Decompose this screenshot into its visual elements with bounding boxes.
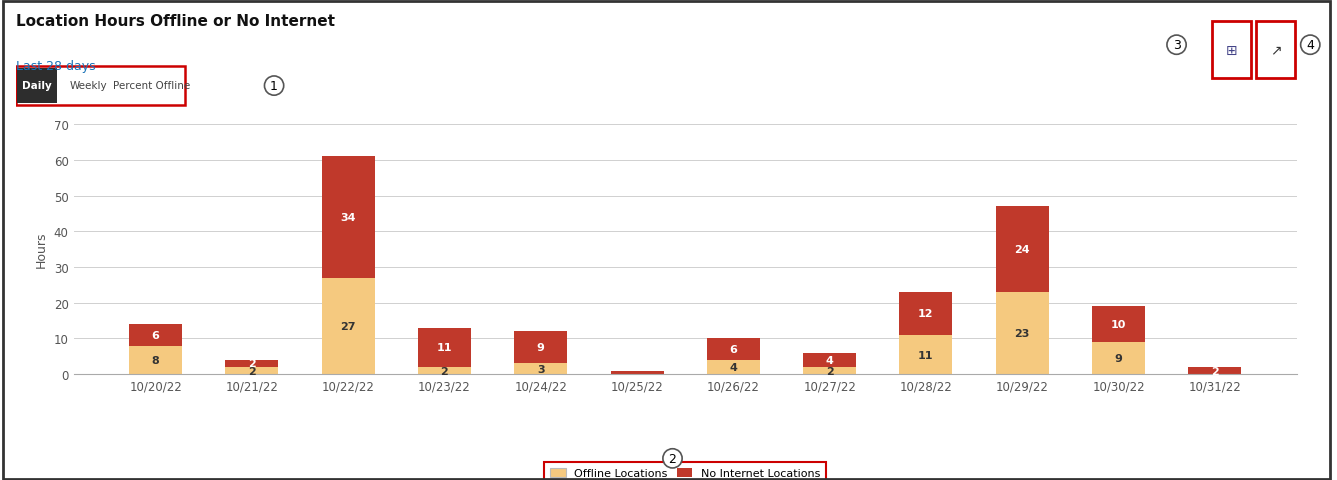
Y-axis label: Hours: Hours <box>35 231 48 268</box>
Bar <box>515 364 567 374</box>
Bar <box>515 332 567 364</box>
Bar <box>130 324 182 346</box>
Text: 23: 23 <box>1015 328 1029 338</box>
Text: 9: 9 <box>1115 353 1123 363</box>
Text: 2: 2 <box>668 452 677 465</box>
Text: 2: 2 <box>249 366 255 376</box>
Legend: Offline Locations, No Internet Locations: Offline Locations, No Internet Locations <box>544 462 826 480</box>
Text: 1: 1 <box>270 80 278 93</box>
Text: 10: 10 <box>1111 320 1126 329</box>
Text: 2: 2 <box>1211 366 1219 376</box>
Text: Daily: Daily <box>23 81 52 90</box>
Bar <box>707 360 759 374</box>
Bar <box>1189 367 1241 374</box>
Text: 11: 11 <box>919 350 933 360</box>
Text: 2: 2 <box>441 366 448 376</box>
Text: 4: 4 <box>826 355 833 365</box>
Bar <box>900 335 952 374</box>
Bar <box>322 278 374 374</box>
Text: 9: 9 <box>537 343 544 353</box>
Text: 8: 8 <box>151 355 159 365</box>
Text: 11: 11 <box>437 343 452 353</box>
Text: ⊞: ⊞ <box>1226 43 1237 58</box>
Text: Last 28 days: Last 28 days <box>16 60 96 73</box>
Text: 2: 2 <box>826 366 833 376</box>
Bar <box>996 207 1048 292</box>
Bar <box>900 292 952 335</box>
Text: 3: 3 <box>1173 39 1181 52</box>
FancyBboxPatch shape <box>1257 23 1294 78</box>
Text: 6: 6 <box>151 330 159 340</box>
Bar <box>1092 307 1144 342</box>
FancyBboxPatch shape <box>17 69 56 104</box>
Bar <box>226 360 278 367</box>
Bar <box>226 367 278 374</box>
Bar <box>804 367 856 374</box>
Bar <box>996 292 1048 374</box>
Bar <box>418 367 471 374</box>
Text: 24: 24 <box>1015 245 1029 254</box>
Text: Percent Offline: Percent Offline <box>114 81 190 90</box>
Text: 2: 2 <box>249 359 255 369</box>
Text: 3: 3 <box>537 364 544 374</box>
Bar <box>418 328 471 367</box>
Text: ↗: ↗ <box>1270 43 1281 58</box>
Text: Location Hours Offline or No Internet: Location Hours Offline or No Internet <box>16 14 336 29</box>
Bar <box>804 353 856 367</box>
Text: Weekly: Weekly <box>70 81 107 90</box>
FancyBboxPatch shape <box>1213 23 1250 78</box>
Text: 27: 27 <box>341 321 356 331</box>
Bar <box>322 157 374 278</box>
Text: 6: 6 <box>730 345 737 354</box>
Bar <box>611 371 663 374</box>
Bar <box>130 346 182 374</box>
Bar <box>1092 342 1144 374</box>
Text: 4: 4 <box>730 362 737 372</box>
Text: 34: 34 <box>341 213 356 223</box>
Bar <box>707 339 759 360</box>
Text: 12: 12 <box>919 309 933 319</box>
Text: 4: 4 <box>1306 39 1314 52</box>
